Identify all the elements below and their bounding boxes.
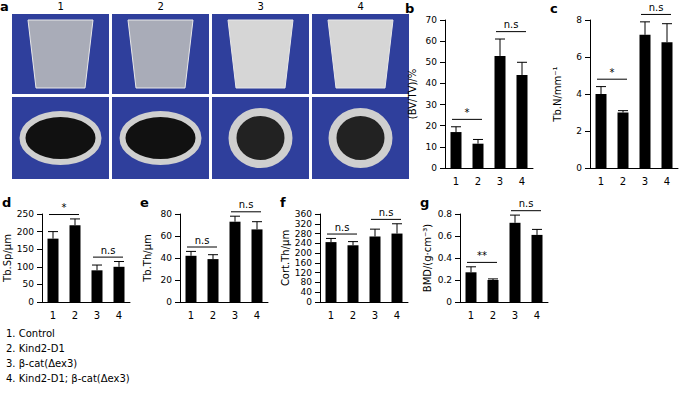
svg-text:200: 200 — [295, 248, 312, 258]
svg-text:4: 4 — [358, 1, 364, 12]
svg-text:Tb.N/mm⁻¹: Tb.N/mm⁻¹ — [552, 66, 563, 122]
svg-text:BMD/(g·cm⁻³): BMD/(g·cm⁻³) — [422, 224, 433, 293]
svg-text:150: 150 — [17, 244, 34, 254]
svg-text:3: 3 — [642, 176, 648, 187]
svg-text:8: 8 — [576, 15, 582, 25]
svg-text:0.6: 0.6 — [438, 231, 453, 241]
svg-text:3: 3 — [258, 1, 264, 12]
svg-text:280: 280 — [295, 229, 312, 239]
svg-text:250: 250 — [17, 209, 34, 219]
svg-text:100: 100 — [17, 262, 34, 272]
svg-text:Tb.Th/μm: Tb.Th/μm — [142, 234, 153, 283]
svg-text:*: * — [610, 67, 615, 78]
svg-text:4: 4 — [664, 176, 670, 187]
svg-text:n.s: n.s — [335, 222, 350, 233]
svg-text:g: g — [420, 195, 429, 210]
svg-text:0.8: 0.8 — [438, 209, 453, 219]
svg-text:n.s: n.s — [504, 19, 519, 30]
svg-text:0.4: 0.4 — [438, 253, 453, 263]
svg-text:*: * — [465, 107, 470, 118]
svg-text:3: 3 — [232, 310, 238, 321]
svg-text:2. Kind2-D1: 2. Kind2-D1 — [6, 343, 65, 354]
svg-text:320: 320 — [295, 219, 312, 229]
svg-text:40: 40 — [426, 78, 438, 88]
svg-text:n.s: n.s — [101, 245, 116, 256]
svg-text:1: 1 — [598, 176, 604, 187]
svg-text:2: 2 — [620, 176, 626, 187]
svg-text:n.s: n.s — [239, 199, 254, 210]
svg-text:n.s: n.s — [379, 207, 394, 218]
svg-text:4: 4 — [576, 89, 582, 99]
svg-text:1: 1 — [453, 176, 459, 187]
svg-text:e: e — [140, 195, 149, 210]
svg-text:0: 0 — [431, 163, 437, 173]
svg-text:30: 30 — [426, 100, 438, 110]
svg-text:1: 1 — [468, 310, 474, 321]
svg-text:2: 2 — [210, 310, 216, 321]
svg-text:200: 200 — [17, 227, 34, 237]
svg-text:4: 4 — [254, 310, 260, 321]
svg-text:2: 2 — [350, 310, 356, 321]
svg-text:3. β-cat(Δex3): 3. β-cat(Δex3) — [6, 358, 77, 369]
svg-text:n.s: n.s — [519, 198, 534, 209]
svg-text:360: 360 — [295, 209, 312, 219]
svg-text:4. Kind2-D1; β-cat(Δex3): 4. Kind2-D1; β-cat(Δex3) — [6, 373, 130, 384]
svg-text:80: 80 — [161, 209, 173, 219]
svg-text:3: 3 — [512, 310, 518, 321]
svg-text:d: d — [2, 195, 11, 210]
svg-text:60: 60 — [426, 36, 438, 46]
svg-text:3: 3 — [372, 310, 378, 321]
svg-text:80: 80 — [301, 277, 313, 287]
svg-text:0: 0 — [166, 297, 172, 307]
svg-text:0: 0 — [576, 163, 582, 173]
svg-text:1: 1 — [328, 310, 334, 321]
svg-text:2: 2 — [490, 310, 496, 321]
svg-text:20: 20 — [426, 121, 438, 131]
svg-text:**: ** — [477, 250, 487, 261]
svg-text:2: 2 — [158, 1, 164, 12]
svg-text:50: 50 — [426, 57, 438, 67]
svg-text:40: 40 — [161, 253, 173, 263]
svg-text:120: 120 — [295, 268, 312, 278]
svg-text:2: 2 — [576, 126, 582, 136]
svg-text:Tb.Sp/μm: Tb.Sp/μm — [2, 234, 13, 283]
svg-text:2: 2 — [475, 176, 481, 187]
svg-text:20: 20 — [161, 275, 173, 285]
svg-text:40: 40 — [301, 287, 313, 297]
svg-text:1: 1 — [58, 1, 64, 12]
svg-text:*: * — [62, 202, 67, 213]
svg-text:1: 1 — [188, 310, 194, 321]
svg-text:f: f — [280, 195, 286, 210]
svg-text:1. Control: 1. Control — [6, 328, 55, 339]
svg-text:a: a — [0, 0, 9, 14]
svg-text:50: 50 — [23, 279, 35, 289]
svg-text:2: 2 — [72, 310, 78, 321]
svg-text:0.2: 0.2 — [438, 275, 452, 285]
svg-text:4: 4 — [519, 176, 525, 187]
svg-text:0: 0 — [28, 297, 34, 307]
svg-text:n.s: n.s — [649, 2, 664, 13]
svg-text:3: 3 — [497, 176, 503, 187]
svg-text:160: 160 — [295, 258, 312, 268]
svg-text:b: b — [405, 1, 414, 16]
svg-text:(BV/TV)/%: (BV/TV)/% — [407, 69, 418, 119]
svg-text:10: 10 — [426, 142, 438, 152]
svg-text:4: 4 — [534, 310, 540, 321]
svg-text:6: 6 — [576, 52, 582, 62]
svg-text:240: 240 — [295, 238, 312, 248]
svg-text:3: 3 — [94, 310, 100, 321]
svg-text:4: 4 — [116, 310, 122, 321]
svg-text:70: 70 — [426, 15, 438, 25]
svg-text:n.s: n.s — [195, 235, 210, 246]
svg-text:Cort.Th/μm: Cort.Th/μm — [280, 230, 291, 286]
svg-text:0: 0 — [446, 297, 452, 307]
svg-text:60: 60 — [161, 231, 173, 241]
svg-text:c: c — [550, 1, 558, 16]
svg-text:1: 1 — [50, 310, 56, 321]
svg-text:4: 4 — [394, 310, 400, 321]
svg-text:0: 0 — [306, 297, 312, 307]
